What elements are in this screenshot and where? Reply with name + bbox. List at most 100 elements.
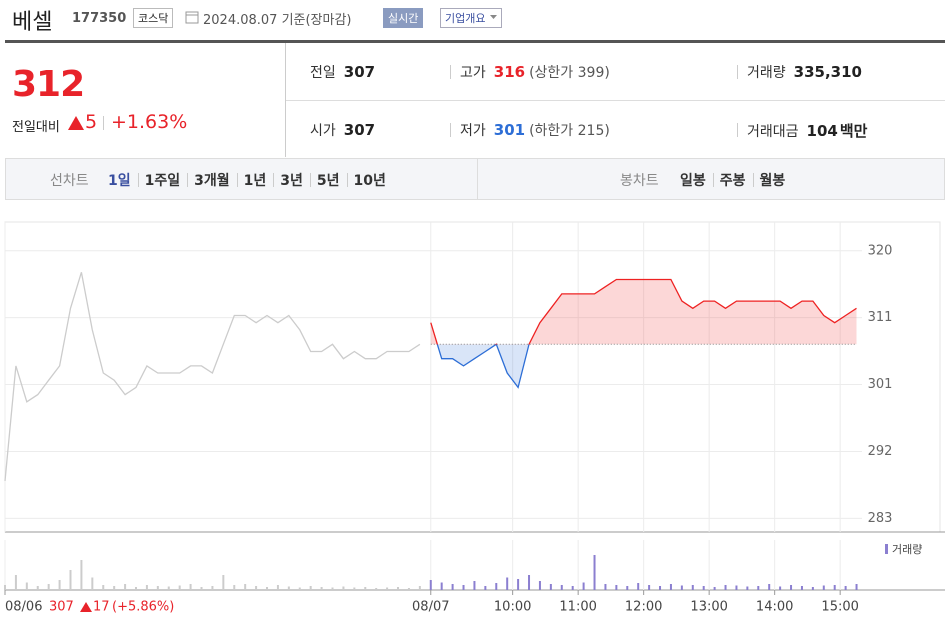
y-tick-label: 292 bbox=[868, 444, 893, 459]
volume-bar bbox=[14, 575, 17, 590]
volume-bar bbox=[255, 586, 258, 590]
volume-bar bbox=[36, 586, 39, 590]
volume-bar bbox=[822, 585, 825, 590]
separator bbox=[346, 173, 348, 187]
volume-bar bbox=[244, 584, 247, 590]
volume-bar bbox=[757, 586, 760, 590]
separator bbox=[737, 65, 738, 79]
info-label: 저가 bbox=[460, 123, 486, 139]
tab-bar bbox=[5, 158, 945, 200]
up-arrow bbox=[68, 116, 84, 130]
info-cell: 시가 307 bbox=[310, 120, 375, 140]
volume-bar bbox=[746, 586, 749, 590]
market-badge: 코스닥 bbox=[133, 8, 174, 28]
volume-bar bbox=[353, 587, 356, 590]
volume-bar bbox=[691, 585, 694, 590]
volume-bar bbox=[549, 584, 552, 590]
volume-bar bbox=[659, 586, 662, 590]
volume-bar bbox=[582, 582, 585, 590]
separator bbox=[752, 173, 754, 187]
volume-bar bbox=[167, 586, 170, 590]
info-value: 335,310 bbox=[793, 63, 862, 81]
up-arrow bbox=[80, 602, 92, 612]
volume-bar bbox=[124, 584, 127, 590]
volume-bar bbox=[560, 585, 563, 590]
legend-swatch bbox=[885, 544, 888, 554]
y-tick-label: 320 bbox=[868, 243, 893, 258]
volume-bar bbox=[222, 575, 225, 590]
volume-bar bbox=[80, 560, 83, 590]
tab[interactable]: 3년 bbox=[280, 173, 303, 189]
separator bbox=[737, 123, 738, 137]
volume-bar bbox=[844, 586, 847, 590]
info-cell: 거래대금 104 백만 bbox=[747, 120, 867, 141]
volume-bar bbox=[724, 585, 727, 590]
volume-bar bbox=[790, 585, 793, 590]
info-value: 301 bbox=[493, 121, 526, 139]
prev-rate: (+5.86%) bbox=[112, 600, 174, 615]
divider bbox=[477, 159, 478, 199]
separator bbox=[103, 116, 104, 130]
volume-bar bbox=[58, 580, 61, 590]
legend-label: 거래량 bbox=[892, 543, 922, 556]
x-tick-label: 08/07 bbox=[412, 600, 449, 615]
x-tick-label: 13:00 bbox=[690, 600, 727, 615]
volume-bar bbox=[4, 585, 6, 590]
volume-bar bbox=[440, 582, 443, 590]
overview-button[interactable]: 기업개요 bbox=[440, 8, 503, 28]
price-line bbox=[4, 272, 421, 481]
divider bbox=[285, 43, 286, 157]
y-tick-label: 311 bbox=[868, 310, 893, 325]
volume-bar bbox=[495, 583, 498, 590]
volume-bar bbox=[233, 585, 236, 590]
separator bbox=[236, 173, 238, 187]
tab[interactable]: 주봉 bbox=[719, 173, 746, 189]
volume-bar bbox=[276, 585, 279, 590]
tab-label: 봉차트 bbox=[620, 173, 659, 189]
tab[interactable]: 월봉 bbox=[759, 173, 786, 189]
tab[interactable]: 3개월 bbox=[194, 173, 230, 189]
tab[interactable]: 일봉 bbox=[680, 173, 706, 189]
realtime-button[interactable]: 실시간 bbox=[383, 8, 424, 28]
info-cell: 전일 307 bbox=[310, 62, 375, 82]
volume-bar bbox=[397, 587, 400, 590]
tab[interactable]: 1일 bbox=[108, 173, 131, 189]
volume-bar bbox=[811, 587, 814, 590]
info-value: 104 bbox=[806, 122, 838, 140]
separator bbox=[450, 65, 451, 79]
x-tick-label: 14:00 bbox=[756, 600, 793, 615]
volume-bar bbox=[626, 586, 629, 590]
y-tick-label: 301 bbox=[868, 377, 893, 392]
info-unit: 백만 bbox=[839, 122, 868, 140]
volume-bar bbox=[113, 586, 116, 590]
separator bbox=[273, 173, 275, 187]
x-tick-label: 08/06 bbox=[5, 600, 42, 615]
volume-bar bbox=[102, 585, 105, 590]
info-note: (상한가 399) bbox=[529, 65, 610, 81]
volume-bar bbox=[320, 587, 323, 590]
info-label: 전일 bbox=[310, 65, 336, 81]
info-cell: 거래량 335,310 bbox=[747, 62, 862, 82]
volume-bar bbox=[69, 570, 72, 590]
volume-bar bbox=[200, 587, 203, 590]
volume-bar bbox=[528, 575, 531, 590]
tab[interactable]: 5년 bbox=[316, 173, 340, 189]
change: 5 bbox=[85, 111, 98, 133]
volume-bar bbox=[615, 585, 618, 590]
separator bbox=[187, 173, 189, 187]
volume-bar bbox=[768, 584, 771, 590]
separator bbox=[309, 173, 311, 187]
price: 312 bbox=[12, 64, 85, 105]
volume-bar bbox=[418, 586, 421, 590]
volume-bar bbox=[713, 587, 716, 590]
tab[interactable]: 1년 bbox=[243, 173, 267, 189]
volume-bar bbox=[506, 577, 509, 590]
volume-bar bbox=[517, 579, 520, 590]
tab[interactable]: 10년 bbox=[353, 173, 386, 189]
volume-bar bbox=[287, 586, 290, 590]
tab[interactable]: 1주일 bbox=[144, 173, 181, 189]
volume-bar bbox=[189, 584, 192, 590]
volume-bar bbox=[178, 585, 181, 590]
